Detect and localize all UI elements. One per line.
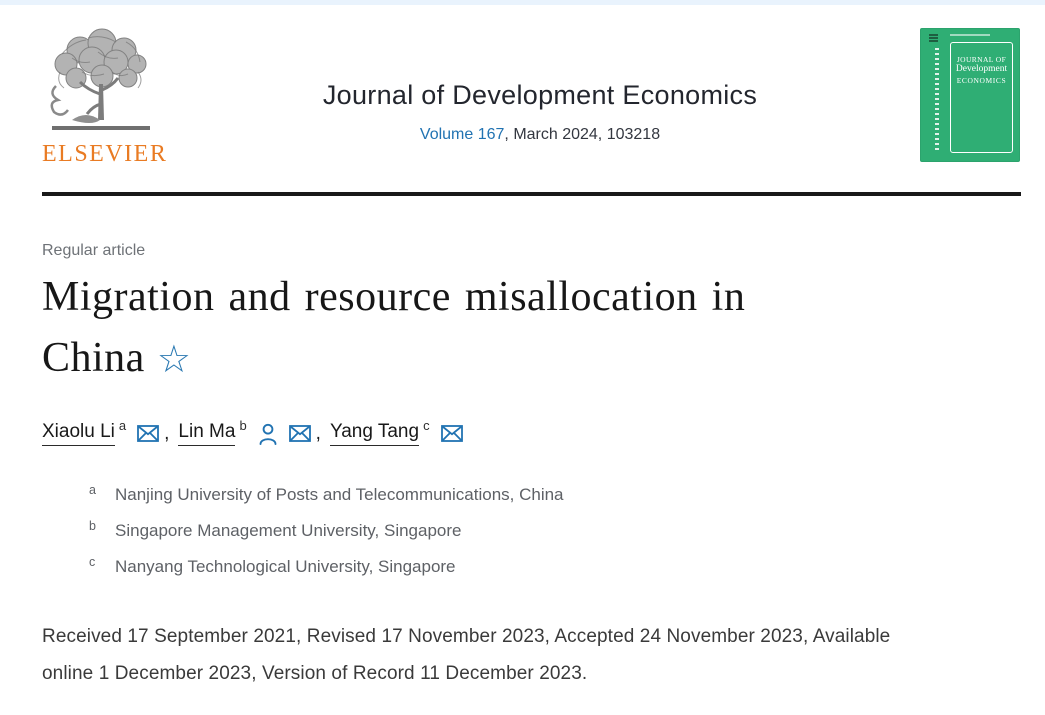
affiliation-text: Singapore Management University, Singapo… [115,521,462,540]
footnote-star-icon[interactable]: ☆ [156,337,192,381]
issue-info: , March 2024, 103218 [504,126,661,143]
email-author-2-button[interactable] [288,425,311,442]
envelope-icon [137,425,160,442]
header-divider [42,192,1021,196]
author-link-yang-tang[interactable]: Yang Tang [329,421,420,446]
journal-cover-thumbnail[interactable]: JOURNAL OF Development ECONOMICS [920,28,1020,162]
journal-title: Journal of Development Economics [322,80,758,110]
envelope-icon [440,425,463,442]
envelope-icon [288,425,311,442]
elsevier-wordmark: ELSEVIER [42,141,168,167]
cover-frame: JOURNAL OF Development ECONOMICS [950,42,1013,153]
top-accent-bar [0,0,1045,5]
article-title-line2: China [42,335,145,381]
article-dates: Received 17 September 2021, Revised 17 N… [42,618,1003,692]
dates-line1: Received 17 September 2021, Revised 17 N… [42,626,891,647]
email-author-3-button[interactable] [440,425,463,442]
journal-header: ELSEVIER Journal of Development Economic… [0,5,1045,168]
affiliation-sup-b: b [89,519,96,533]
cover-spine-text [935,48,939,150]
person-icon [259,423,277,445]
cover-title-line1: JOURNAL OF [956,55,1007,64]
author-profile-button[interactable] [258,423,278,445]
affiliation-row: a Nanjing University of Posts and Teleco… [89,483,1003,505]
affiliation-sup-c: c [89,555,96,569]
affiliation-text: Nanjing University of Posts and Telecomm… [115,485,564,504]
affiliation-sup-a: a [89,483,96,497]
affiliation-text: Nanyang Technological University, Singap… [115,557,456,576]
article-title-line1: Migration and resource misallocation in [42,274,746,320]
author-sup-c: c [423,418,430,433]
elsevier-tree-icon [50,28,150,130]
cover-title-line2: Development [955,64,1008,75]
author-sup-b: b [239,418,247,433]
dates-line2: online 1 December 2023, Version of Recor… [42,663,588,684]
affiliation-row: b Singapore Management University, Singa… [89,519,1003,541]
author-link-lin-ma[interactable]: Lin Ma [178,421,236,446]
volume-issue-line: Volume 167, March 2024, 103218 [160,126,920,144]
journal-title-block: Journal of Development Economics Volume … [160,28,920,144]
article-type-label: Regular article [42,242,146,259]
author-separator: , [164,422,170,444]
article-title: Migration and resource misallocation in C… [42,267,842,390]
cover-publisher-mark-icon [929,34,938,43]
cover-title-line3: ECONOMICS [956,76,1007,86]
affiliation-row: c Nanyang Technological University, Sing… [89,555,1003,577]
author-sup-a: a [118,418,127,433]
cover-title: JOURNAL OF Development ECONOMICS [951,55,1012,86]
affiliation-list: a Nanjing University of Posts and Teleco… [89,483,1003,577]
author-link-xiaolu-li[interactable]: Xiaolu Li [42,421,115,446]
author-separator: , [315,422,321,444]
article-front-matter: Regular article Migration and resource m… [0,242,1045,692]
email-author-1-button[interactable] [137,425,160,442]
volume-link[interactable]: Volume 167 [419,126,505,143]
cover-top-text [950,34,990,36]
author-list: Xiaolu Li a , Lin Ma b , Yang Tang c [42,418,1003,446]
elsevier-logo[interactable]: ELSEVIER [42,28,168,168]
